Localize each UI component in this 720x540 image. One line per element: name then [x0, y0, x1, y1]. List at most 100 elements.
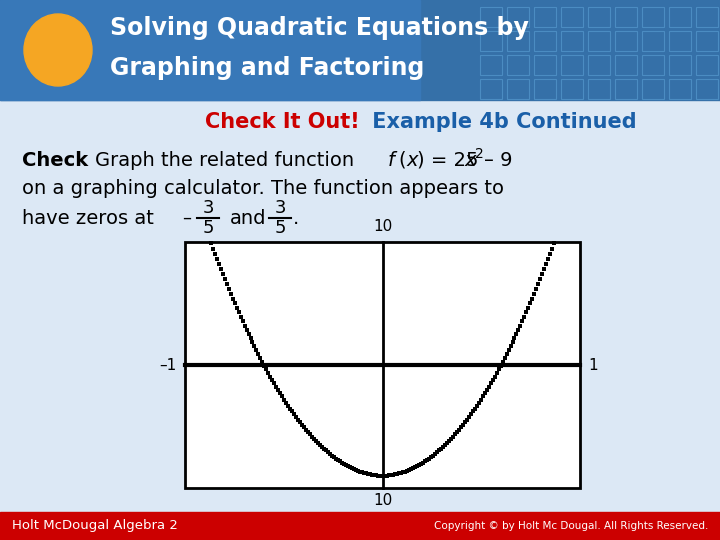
Bar [642, 7, 664, 27]
Bar [642, 79, 664, 99]
Bar [615, 31, 637, 51]
Bar [0, 0, 720, 100]
Bar [669, 55, 691, 75]
Text: on a graphing calculator. The function appears to: on a graphing calculator. The function a… [22, 179, 504, 198]
Point [276, 392, 288, 401]
Point [392, 470, 403, 478]
Point [290, 413, 302, 421]
Point [451, 428, 463, 436]
Point [316, 442, 328, 451]
Point [294, 418, 306, 427]
Point [314, 441, 325, 449]
Point [405, 465, 417, 474]
Point [370, 471, 382, 480]
Point [497, 357, 508, 366]
Point [473, 399, 485, 407]
Point [481, 386, 492, 394]
Point [279, 395, 290, 404]
Point [237, 317, 248, 326]
Point [374, 471, 385, 480]
Point [225, 289, 236, 298]
Point [386, 471, 397, 480]
Text: 3: 3 [202, 199, 214, 217]
Bar [534, 7, 556, 27]
Text: Solving Quadratic Equations by: Solving Quadratic Equations by [110, 16, 529, 40]
Point [423, 454, 435, 463]
Text: f: f [388, 151, 395, 170]
Text: 3: 3 [274, 199, 286, 217]
Text: Check It Out!: Check It Out! [205, 112, 360, 132]
Point [378, 471, 390, 480]
Bar [669, 31, 691, 51]
Point [477, 392, 488, 401]
Point [457, 421, 469, 429]
Point [358, 469, 369, 477]
Text: Holt McDougal Algebra 2: Holt McDougal Algebra 2 [12, 519, 178, 532]
Point [523, 303, 534, 312]
Bar [185, 242, 580, 488]
Bar [588, 55, 610, 75]
Point [247, 338, 258, 347]
Point [219, 275, 230, 284]
Point [429, 450, 441, 458]
Bar [534, 55, 556, 75]
Point [411, 462, 423, 470]
Point [274, 389, 286, 397]
Point [475, 395, 487, 404]
Point [459, 418, 471, 427]
Point [235, 313, 246, 321]
Point [253, 350, 264, 359]
Point [298, 423, 310, 431]
Text: – 9: – 9 [484, 151, 513, 170]
Point [444, 436, 455, 445]
Bar [588, 31, 610, 51]
Point [271, 382, 282, 391]
Text: ) = 25: ) = 25 [417, 151, 479, 170]
Bar [696, 55, 718, 75]
Point [340, 461, 351, 469]
Text: .: . [293, 208, 300, 227]
Point [292, 415, 304, 424]
Point [346, 464, 358, 472]
Point [248, 342, 260, 351]
Point [499, 354, 510, 362]
Point [542, 255, 554, 264]
Point [541, 260, 552, 268]
Point [507, 338, 518, 347]
Bar [588, 7, 610, 27]
Text: 10: 10 [373, 493, 392, 508]
Bar [507, 55, 529, 75]
Bar [534, 79, 556, 99]
Point [261, 365, 272, 374]
Bar [642, 31, 664, 51]
Point [322, 448, 333, 456]
Point [546, 244, 558, 253]
Point [310, 436, 322, 445]
Bar [0, 0, 420, 100]
Point [455, 423, 467, 431]
Point [413, 461, 425, 469]
Bar [561, 7, 583, 27]
Point [255, 354, 266, 362]
Point [366, 470, 377, 479]
Point [539, 265, 550, 274]
Point [536, 270, 548, 279]
Point [415, 460, 427, 468]
Text: 1: 1 [588, 357, 598, 373]
Bar [696, 79, 718, 99]
Point [447, 432, 459, 441]
Point [266, 376, 278, 384]
Point [509, 334, 521, 343]
Point [483, 382, 495, 391]
Point [394, 469, 405, 478]
Point [503, 346, 514, 355]
Point [209, 249, 220, 258]
Point [549, 239, 560, 248]
Point [402, 467, 413, 475]
Point [282, 401, 294, 410]
Text: Graph the related function: Graph the related function [95, 151, 354, 170]
Point [441, 438, 453, 447]
Point [334, 457, 346, 465]
Point [245, 334, 256, 343]
Point [229, 299, 240, 308]
